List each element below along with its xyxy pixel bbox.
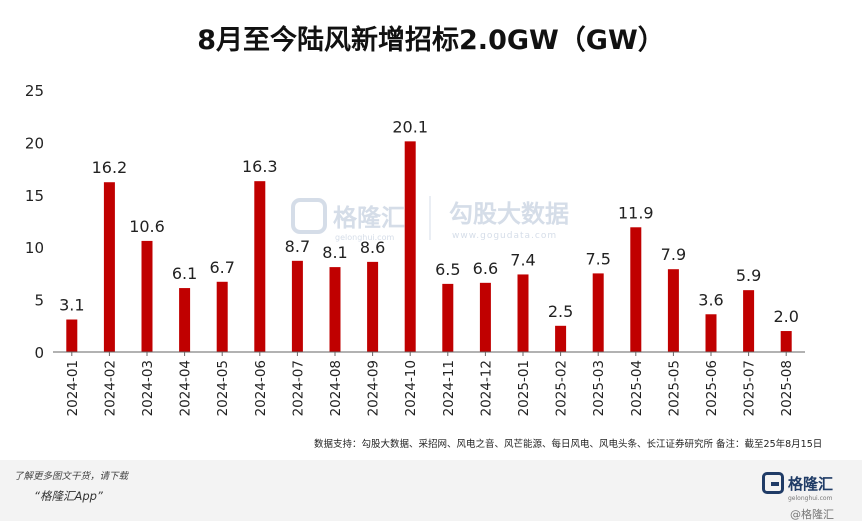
bar-value-label: 7.9 (661, 245, 686, 264)
y-tick-label: 20 (25, 134, 44, 152)
footer-app-name[interactable]: “格隆汇App” (34, 489, 103, 503)
bar-value-label: 20.1 (392, 117, 428, 136)
y-tick-label: 5 (34, 292, 44, 310)
source-note: 数据支持：勾股大数据、采招网、风电之音、风芒能源、每日风电、风电头条、长江证券研… (314, 439, 823, 450)
logo-icon (762, 472, 784, 494)
bar-value-label: 2.5 (548, 302, 573, 321)
bar (329, 267, 341, 352)
bar (103, 182, 115, 352)
x-axis: 2024-01 2024-02 2024-03 2024-04 2024-05 2024-… (53, 351, 805, 416)
bar-value-label: 5.9 (736, 266, 761, 285)
bar-value-label: 6.7 (209, 258, 234, 277)
bar (667, 269, 679, 352)
watermark: 格隆汇 gelonghui.com 勾股大数据 www.gogudata.com (291, 196, 569, 242)
bar (216, 281, 228, 352)
bar-value-label: 6.1 (172, 264, 197, 283)
x-tick-label: 2024-09 (366, 360, 382, 416)
watermark-data-url: www.gogudata.com (452, 231, 557, 241)
bar-value-label: 10.6 (129, 217, 165, 236)
bar (592, 273, 604, 352)
footer: 了解更多图文干货，请下载 “格隆汇App” 格隆汇 gelonghui.com … (0, 460, 862, 521)
y-tick-label: 15 (25, 187, 44, 205)
value-labels: 3.1 16.2 10.6 6.1 6.7 16.3 8.7 8.1 8.6 20.1 6.5 6.6… (59, 117, 799, 326)
x-tick-label: 2024-03 (140, 360, 156, 416)
bar-value-label: 8.1 (322, 243, 347, 262)
bar (254, 181, 266, 352)
x-tick-label: 2025-06 (704, 360, 720, 416)
footer-watermark: @格隆汇 (790, 508, 834, 521)
bar (442, 283, 454, 352)
watermark-brand-url: gelonghui.com (335, 233, 394, 242)
bar (479, 282, 491, 352)
x-tick-label: 2024-07 (290, 360, 306, 416)
bar (179, 288, 191, 352)
x-tick-label: 2025-07 (742, 360, 758, 416)
x-tick-label: 2024-10 (403, 360, 419, 416)
footer-logo-text: 格隆汇 (788, 474, 834, 493)
x-tick-label: 2024-04 (178, 360, 194, 416)
watermark-brand: 格隆汇 (333, 204, 405, 232)
x-tick-label: 2025-05 (666, 360, 682, 416)
chart-title: 8月至今陆风新增招标2.0GW（GW） (197, 25, 665, 56)
y-tick-label: 0 (34, 344, 44, 362)
x-tick-label: 2025-02 (554, 360, 570, 416)
bar-value-label: 6.6 (473, 259, 498, 278)
bar-value-label: 6.5 (435, 260, 460, 279)
bar (141, 240, 153, 352)
bar (743, 290, 755, 352)
footer-logo-sub: gelonghui.com (788, 495, 833, 502)
watermark-data: 勾股大数据 (449, 200, 569, 228)
bar-value-label: 2.0 (773, 307, 798, 326)
x-tick-label: 2025-04 (629, 360, 645, 416)
bar-value-label: 3.1 (59, 296, 84, 315)
bar-value-label: 8.6 (360, 238, 385, 257)
x-tick-label: 2024-11 (441, 360, 457, 416)
bar (555, 325, 567, 352)
bar-value-label: 16.3 (242, 157, 278, 176)
x-tick-label: 2024-12 (478, 360, 494, 416)
bar (367, 261, 379, 352)
bar-value-label: 8.7 (285, 237, 310, 256)
x-tick-label: 2025-01 (516, 360, 532, 416)
bar (517, 274, 529, 352)
x-tick-label: 2024-08 (328, 360, 344, 416)
bar (630, 227, 642, 352)
y-axis: 0 5 10 15 20 25 (25, 82, 44, 362)
bar (705, 314, 717, 352)
bar-value-label: 3.6 (698, 290, 723, 309)
x-tick-label: 2024-06 (253, 360, 269, 416)
bars (66, 141, 792, 352)
bar (291, 260, 303, 352)
x-tick-label: 2025-03 (591, 360, 607, 416)
x-tick-label: 2025-08 (779, 360, 795, 416)
bar (66, 319, 78, 352)
bar (780, 331, 792, 352)
x-tick-label: 2024-05 (215, 360, 231, 416)
bar-value-label: 7.4 (510, 250, 535, 269)
y-tick-label: 10 (25, 239, 44, 257)
x-tick-label: 2024-02 (102, 360, 118, 416)
y-tick-label: 25 (25, 82, 44, 100)
x-tick-label: 2024-01 (65, 360, 81, 416)
footer-download-hint: 了解更多图文干货，请下载 (14, 471, 129, 482)
bar-value-label: 7.5 (585, 249, 610, 268)
watermark-logo-icon (291, 198, 327, 234)
bar-value-label: 11.9 (618, 203, 654, 222)
bar-value-label: 16.2 (92, 158, 128, 177)
bar-chart: 格隆汇 gelonghui.com 勾股大数据 www.gogudata.com… (25, 82, 805, 416)
bar (404, 141, 416, 352)
footer-logo: 格隆汇 (762, 471, 833, 495)
